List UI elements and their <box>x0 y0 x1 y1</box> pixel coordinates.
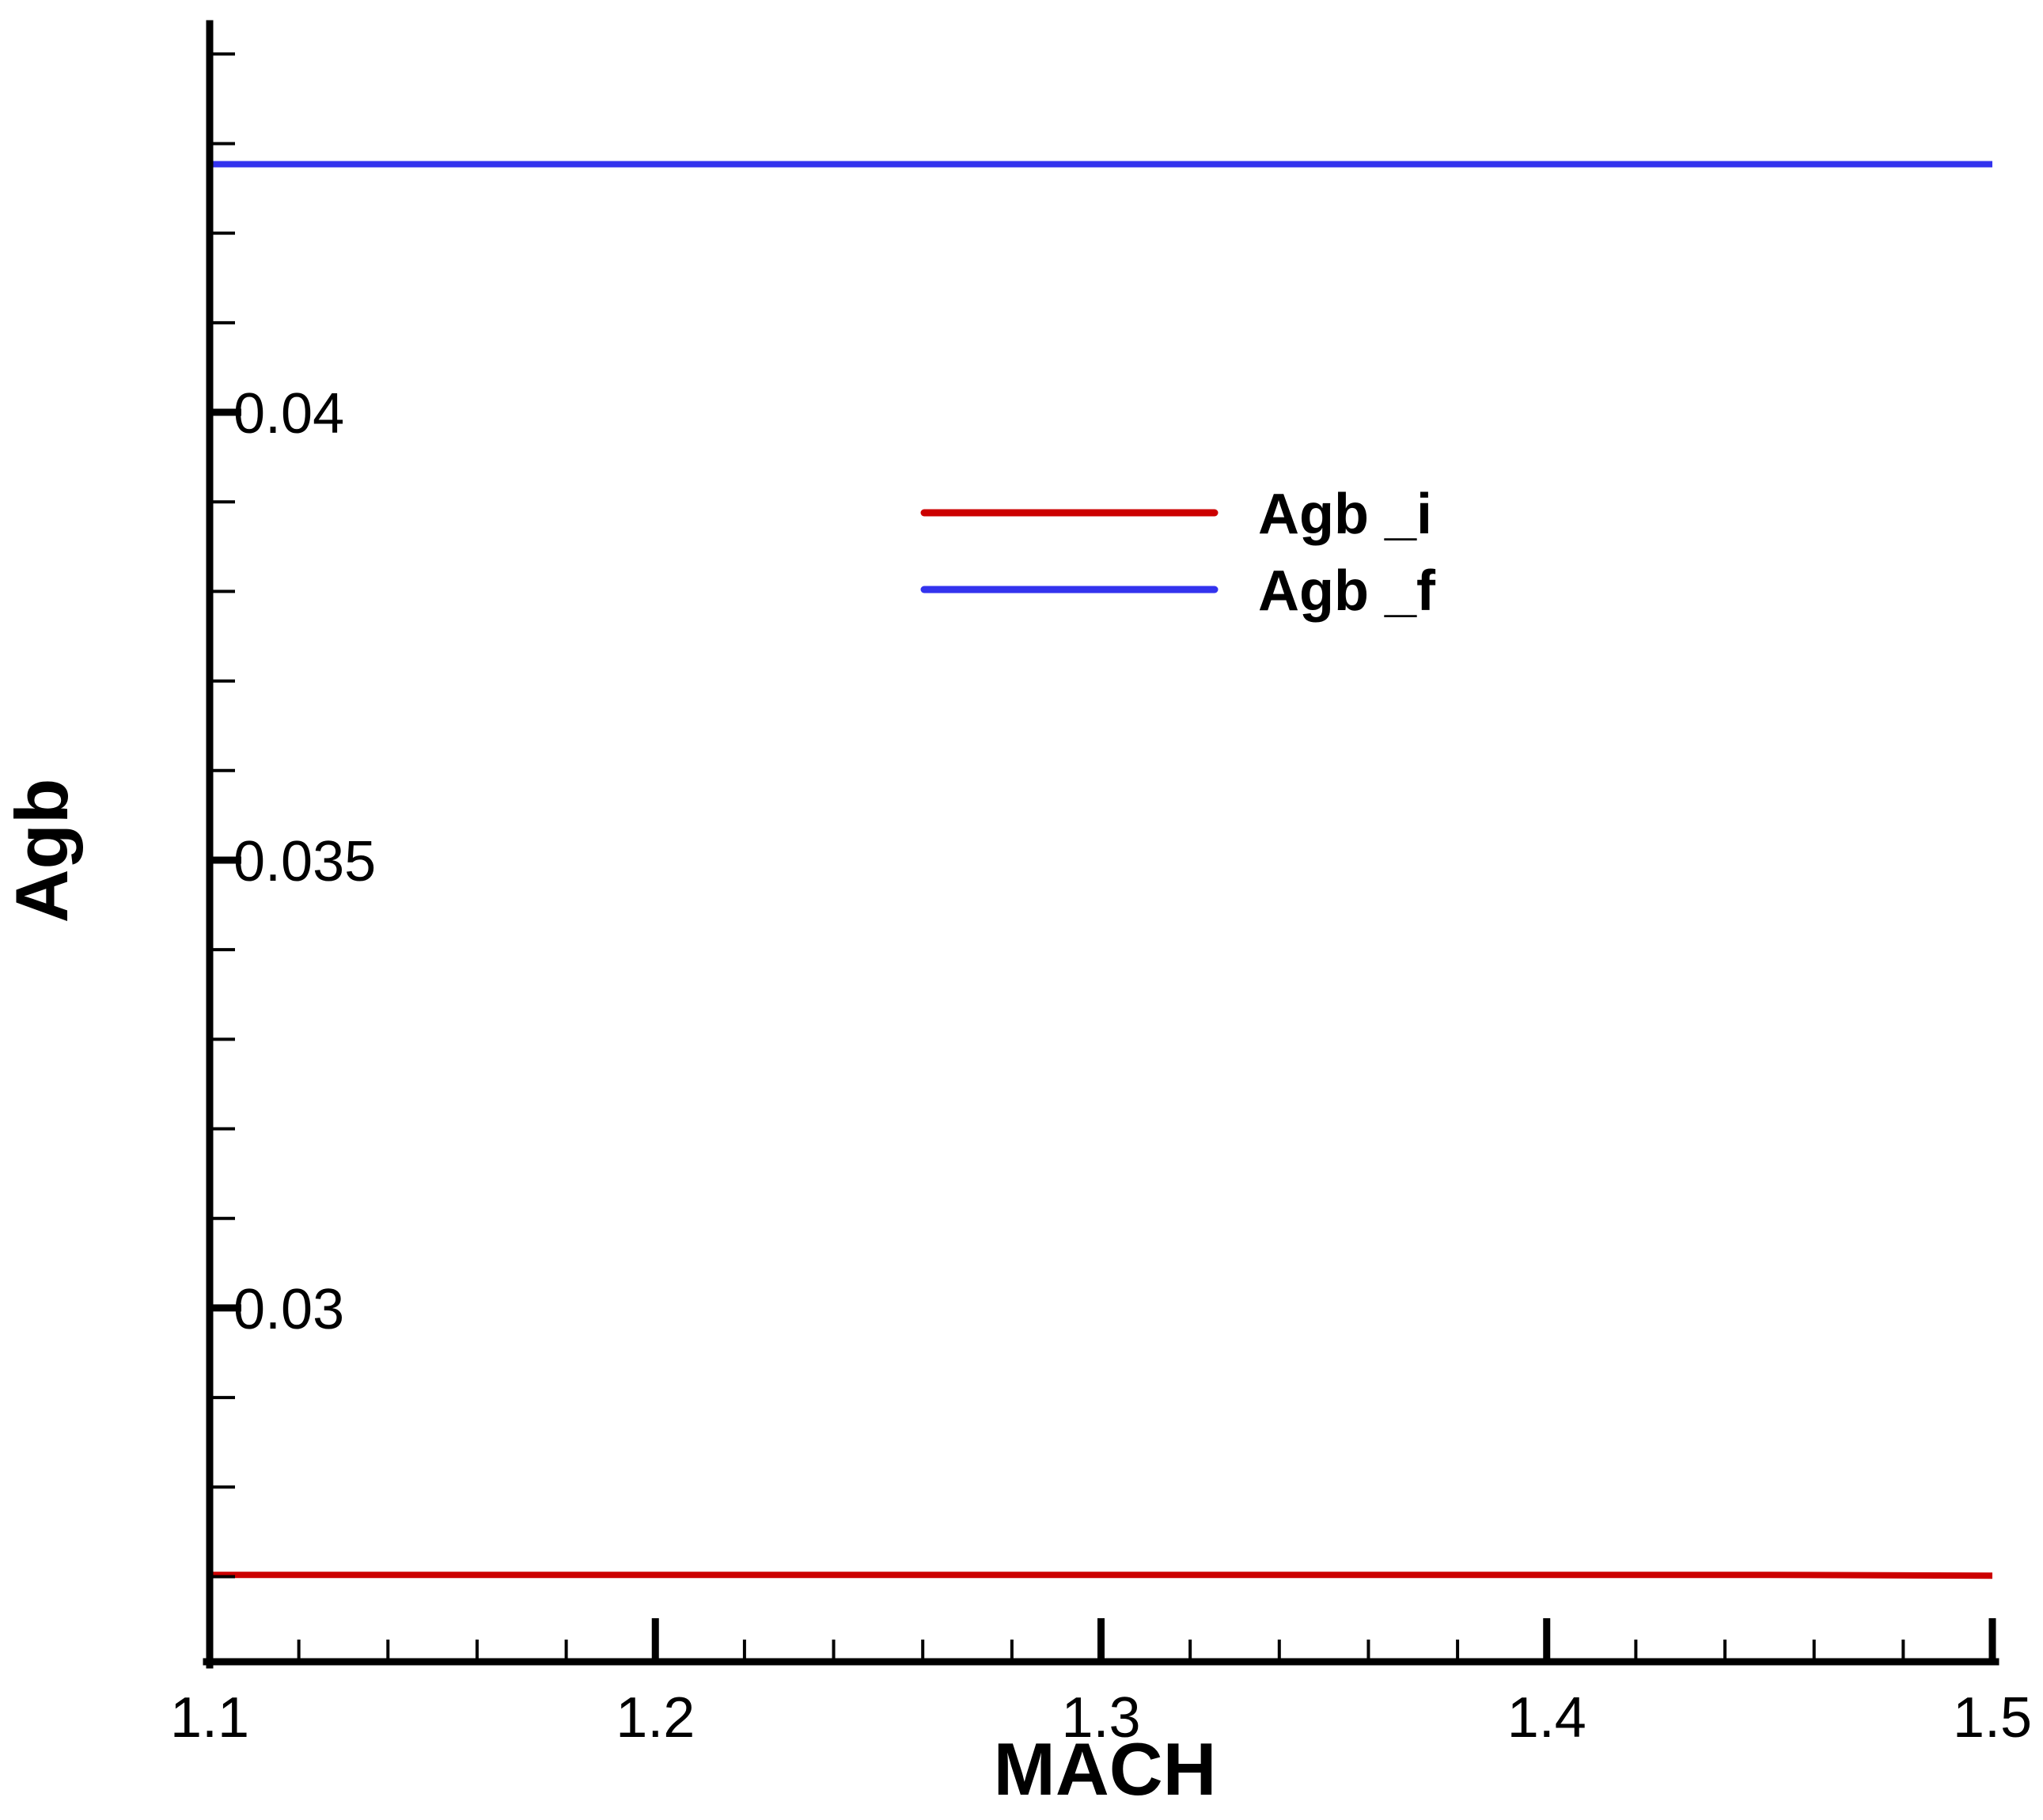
x-tick-label: 1.1 <box>170 1686 249 1750</box>
legend-label-0: Agb _i <box>1258 483 1432 546</box>
legend-label-1: Agb _f <box>1258 559 1436 623</box>
labels-layer: 1.1 1.2 1.3 1.4 1.5 0.03 0.035 0.04 MACH Agb <box>0 382 2032 1811</box>
series-layer <box>210 161 1993 1579</box>
y-tick-label: 0.035 <box>233 830 376 893</box>
legend: Agb _i Agb _f <box>920 483 1436 623</box>
x-axis-title: MACH <box>994 1727 1217 1811</box>
y-tick-label: 0.03 <box>233 1278 344 1341</box>
x-tick-label: 1.5 <box>1953 1686 2032 1750</box>
axes-layer <box>203 20 1999 1669</box>
x-tick-label: 1.3 <box>1061 1686 1140 1750</box>
y-tick-label: 0.04 <box>233 382 344 446</box>
y-axis-title: Agb <box>0 779 83 923</box>
x-tick-label: 1.2 <box>616 1686 695 1750</box>
x-tick-label: 1.4 <box>1507 1686 1586 1750</box>
